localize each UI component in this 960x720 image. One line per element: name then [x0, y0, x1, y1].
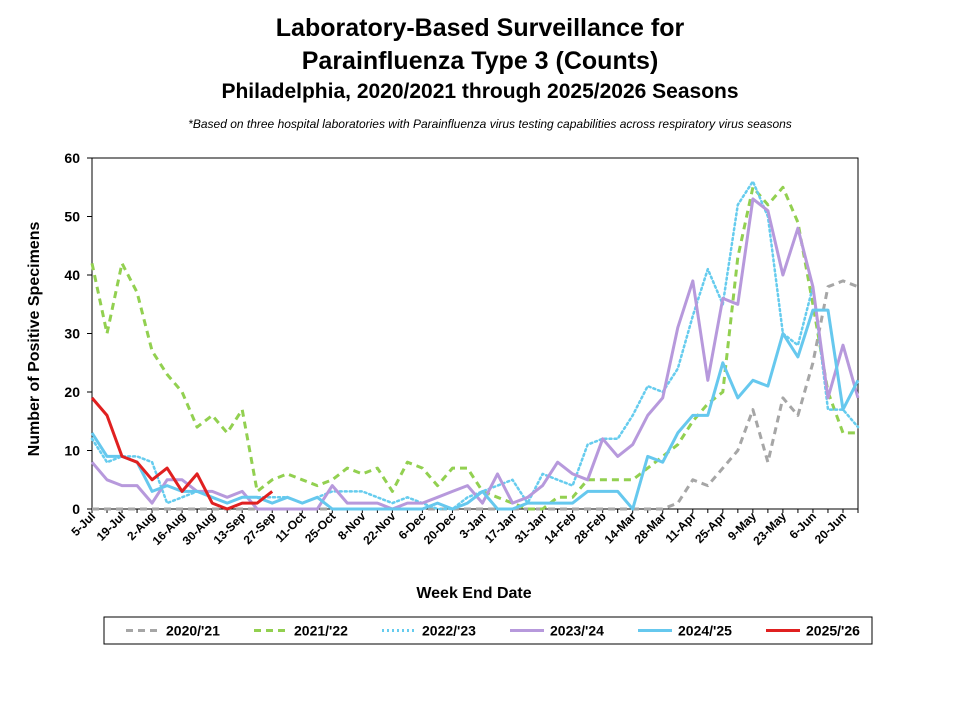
legend-frame	[103, 616, 873, 645]
legend-entry: 2025/'26	[806, 623, 860, 639]
chart-title: Laboratory-Based Surveillance for	[275, 14, 685, 42]
x-tick-label: 14-Mar	[602, 509, 639, 546]
y-tick-label: 30	[64, 326, 80, 342]
x-tick-label: 28-Feb	[572, 509, 609, 546]
x-tick-label: 17-Jan	[482, 509, 519, 546]
series-line	[90, 396, 274, 511]
y-tick-label: 50	[64, 209, 80, 225]
x-tick-label: 14-Feb	[541, 509, 578, 546]
chart-note: *Based on three hospital laboratories wi…	[188, 117, 792, 131]
chart-subtitle: Philadelphia, 2020/2021 through 2025/202…	[221, 80, 739, 103]
x-tick-label: 23-May	[750, 509, 789, 548]
chart-title-line2: Parainfluenza Type 3 (Counts)	[301, 47, 659, 75]
x-tick-label: 11-Oct	[273, 509, 309, 545]
plot-area-frame	[91, 157, 859, 510]
x-tick-label: 28-Mar	[632, 509, 669, 546]
x-tick-label: 13-Sep	[211, 509, 249, 547]
x-tick-label: 20-Jun	[812, 509, 849, 546]
legend-entry: 2024/'25	[678, 623, 732, 639]
y-axis-label: Number of Positive Specimens	[26, 222, 43, 457]
series-lines	[90, 180, 860, 511]
x-tick-label: 20-Dec	[421, 509, 459, 547]
series-line	[92, 279, 859, 511]
legend-entry: 2023/'24	[550, 623, 604, 639]
series-line	[90, 197, 860, 511]
series-line	[90, 308, 860, 511]
legend-entry: 2020/'21	[166, 623, 220, 639]
x-axis-label: Week End Date	[416, 585, 531, 602]
legend: 2020/'21 2021/'22 2022/'23 2023/'24 2024/'25…	[103, 616, 873, 645]
legend-entry: 2022/'23	[422, 623, 476, 639]
x-tick-label: 25-Apr	[692, 509, 729, 546]
y-tick-label: 60	[64, 150, 80, 166]
x-tick-label: 11-Apr	[663, 509, 700, 546]
x-tick-label: 27-Sep	[241, 509, 279, 547]
x-tick-label: 22-Nov	[360, 509, 398, 547]
y-tick-label: 20	[64, 384, 80, 400]
x-tick-label: 31-Jan	[512, 509, 549, 546]
series-line	[90, 185, 858, 511]
x-tick-label: 30-Aug	[180, 509, 219, 548]
x-tick-label: 19-Jul	[94, 509, 128, 543]
y-tick-label: 0	[72, 501, 80, 517]
legend-entry: 2021/'22	[294, 623, 348, 639]
y-tick-label: 10	[64, 443, 80, 459]
series-line	[90, 180, 860, 511]
x-tick-label: 25-Oct	[302, 509, 338, 545]
y-tick-label: 40	[64, 267, 80, 283]
